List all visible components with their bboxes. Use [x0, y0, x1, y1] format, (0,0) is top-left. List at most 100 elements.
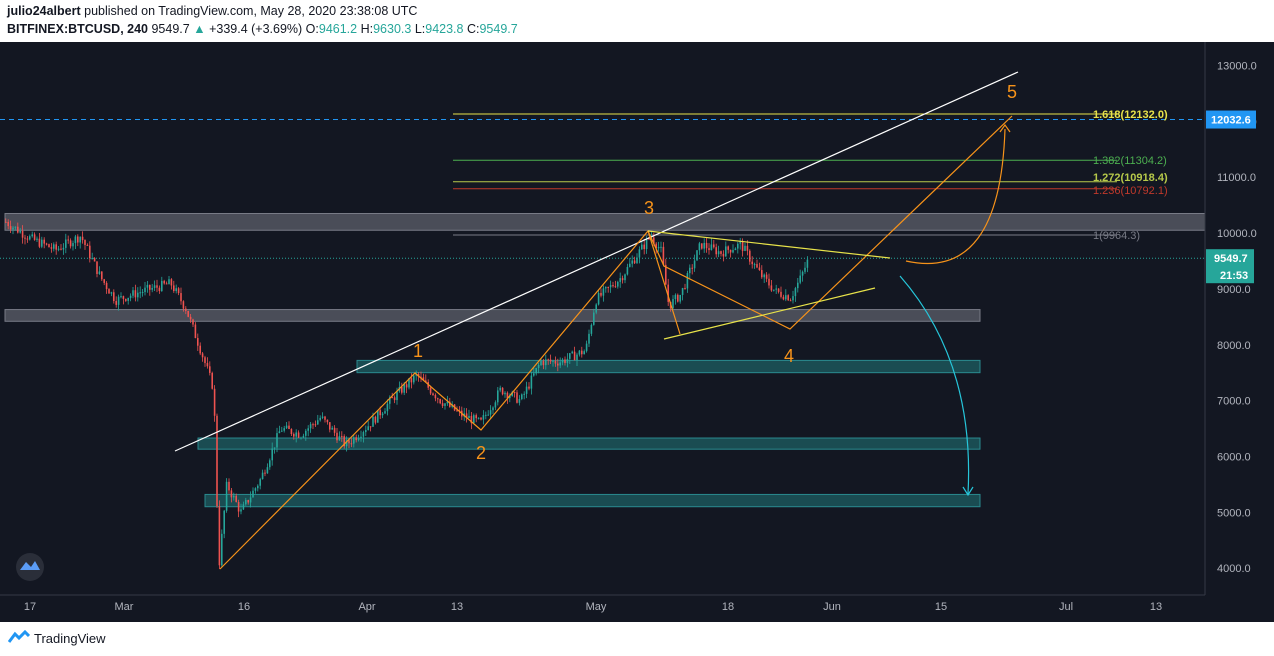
candle-body	[271, 448, 273, 461]
candle-body	[156, 285, 158, 288]
candle-body	[377, 410, 379, 423]
close-value: 9549.7	[479, 22, 518, 36]
y-tick-label: 6000.0	[1217, 451, 1251, 463]
candle-body	[355, 437, 357, 441]
candle-body	[307, 428, 309, 431]
candle-body	[737, 243, 739, 249]
x-tick-label: 16	[238, 601, 250, 613]
candle-body	[465, 413, 468, 419]
candle-body	[542, 360, 545, 366]
candle-body	[525, 386, 528, 394]
candle-body	[153, 285, 156, 288]
candle-body	[513, 392, 516, 394]
candle-body	[362, 432, 365, 437]
candle-body	[113, 292, 115, 302]
candle-body	[590, 324, 593, 334]
candle-body	[360, 436, 362, 438]
candle-body	[674, 294, 677, 300]
candle-body	[329, 422, 331, 430]
candle-body	[125, 298, 127, 301]
candle-body	[434, 395, 437, 399]
candle-body	[120, 296, 122, 298]
candle-body	[367, 426, 369, 431]
candle-body	[797, 282, 799, 289]
candle-body	[213, 388, 216, 416]
candle-body	[789, 300, 792, 302]
chart-background	[0, 42, 1274, 622]
candle-body	[732, 250, 734, 253]
x-tick-label: 18	[722, 601, 734, 613]
candle-body	[528, 386, 530, 389]
candle-body	[297, 432, 300, 438]
candle-body	[101, 271, 103, 280]
candle-body	[729, 249, 732, 253]
chart-header: julio24albert published on TradingView.c…	[0, 0, 1274, 42]
author-name[interactable]: julio24albert	[7, 4, 81, 18]
close-label: C:	[466, 22, 480, 36]
candle-body	[638, 249, 641, 258]
candle-body	[741, 241, 744, 251]
candle-body	[115, 301, 117, 305]
candle-body	[734, 248, 737, 251]
candle-body	[782, 296, 785, 300]
x-tick-label: 17	[24, 601, 36, 613]
candle-body	[345, 440, 348, 447]
y-tick-label: 11000.0	[1217, 172, 1256, 184]
triangle-upper-line	[647, 230, 891, 259]
candle-body	[722, 253, 725, 257]
candle-body	[595, 304, 597, 313]
candle-body	[261, 472, 264, 480]
candle-body	[403, 384, 405, 393]
candle-body	[537, 365, 540, 368]
candle-body	[43, 239, 45, 244]
candle-body	[281, 430, 283, 432]
candle-body	[401, 386, 403, 393]
candle-body	[583, 351, 585, 355]
price-axis[interactable]	[1205, 42, 1274, 622]
zone-gray-0	[4, 213, 1206, 231]
candle-body	[485, 414, 487, 416]
candle-body	[185, 308, 187, 311]
candle-body	[648, 238, 650, 240]
candle-body	[765, 274, 768, 279]
candle-body	[269, 460, 271, 468]
candle-body	[641, 244, 643, 250]
brand-label[interactable]: TradingView	[34, 631, 106, 646]
candle-body	[744, 245, 746, 251]
candle-body	[792, 296, 794, 301]
last-price: 9549.7	[151, 22, 190, 36]
zone-gray-1	[4, 309, 981, 322]
candle-body	[290, 428, 293, 435]
candle-body	[206, 363, 209, 367]
candle-body	[127, 297, 129, 301]
target-price-label: 12032.6	[1211, 115, 1251, 127]
candle-body	[26, 238, 29, 240]
symbol-label[interactable]: BITFINEX:BTCUSD, 240	[7, 22, 148, 36]
candle-body	[770, 285, 773, 291]
candle-body	[211, 372, 213, 389]
candle-body	[547, 359, 549, 361]
time-axis[interactable]	[0, 595, 1274, 622]
fib-level-label: 1.382(11304.2)	[1093, 155, 1167, 167]
candle-body	[396, 391, 398, 401]
candle-body	[305, 430, 307, 436]
price-chart[interactable]: 1.618(12132.0) 1.382(11304.2) 1.272(10918.…	[0, 42, 1274, 622]
x-tick-label: 15	[935, 601, 947, 613]
candle-body	[710, 244, 713, 251]
candle-body	[175, 288, 177, 292]
candle-body	[24, 237, 26, 239]
candle-body	[163, 280, 165, 284]
candle-body	[55, 244, 57, 250]
candle-body	[79, 236, 81, 243]
candle-body	[293, 434, 295, 437]
candle-body	[331, 427, 333, 430]
target-price-tag	[1206, 110, 1256, 129]
candle-body	[626, 266, 629, 275]
candle-body	[273, 447, 276, 449]
x-tick-label: Mar	[115, 601, 134, 613]
candle-body	[357, 437, 360, 441]
candle-body	[645, 238, 648, 250]
candle-body	[578, 350, 581, 355]
bullish-arrow	[905, 128, 1006, 265]
candle-body	[221, 533, 223, 566]
